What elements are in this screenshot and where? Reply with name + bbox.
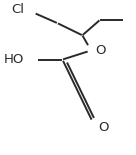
Text: Cl: Cl — [11, 3, 24, 16]
Text: O: O — [98, 121, 108, 134]
Text: O: O — [95, 44, 105, 57]
Text: HO: HO — [4, 53, 24, 66]
